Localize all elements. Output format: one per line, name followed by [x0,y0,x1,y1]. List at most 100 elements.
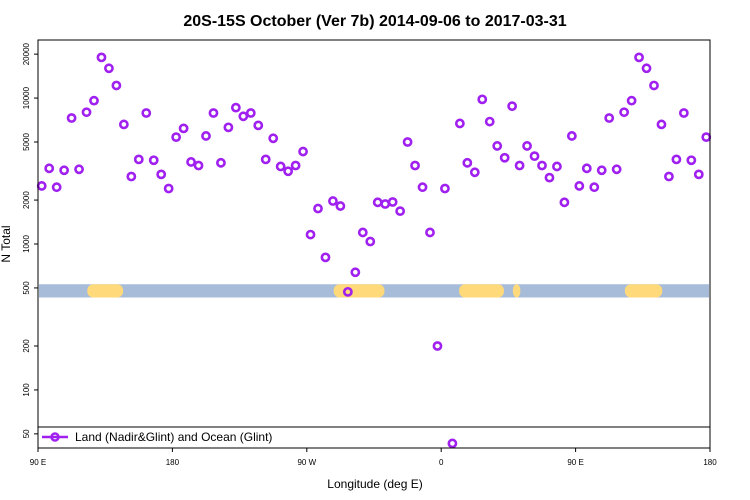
data-point [111,80,122,91]
data-point [440,183,450,194]
data-points [36,52,712,449]
data-point [44,163,55,174]
data-point [36,181,47,191]
data-point [678,108,689,118]
data-point [432,341,443,351]
data-point [216,157,226,168]
data-point [462,157,473,168]
data-point [328,196,338,206]
data-point [51,182,62,193]
data-point [268,133,279,144]
data-point [566,131,577,141]
data-point [693,169,704,180]
data-point [537,160,547,171]
data-point [357,227,368,238]
x-tick-label: 0 [439,458,444,467]
data-point [544,172,555,183]
data-point [59,165,70,176]
data-point [313,203,323,214]
y-tick-label: 5000 [22,133,31,151]
data-point [133,154,144,165]
data-point [477,94,488,105]
data-point [664,171,674,182]
data-point [619,107,630,118]
land-band-segment [333,284,385,298]
y-tick-label: 10000 [22,86,31,109]
data-point [89,95,99,106]
data-point [298,146,308,157]
data-point [201,131,211,141]
x-tick-label: 90 E [567,458,583,467]
data-point [223,122,234,133]
y-tick-label: 1000 [22,235,31,253]
data-point [96,52,107,63]
land-band-segment [459,284,504,298]
data-point [484,116,495,127]
legend: Land (Nadir&Glint) and Ocean (Glint) [38,426,710,444]
data-point [559,197,570,208]
x-axis-label: Longitude (deg E) [327,477,422,491]
land-band-segment [87,284,124,298]
data-point [492,141,503,151]
data-point [193,160,204,171]
data-point [499,152,510,163]
data-point [253,120,264,131]
data-point [395,206,406,217]
surface-band [39,284,709,298]
legend-marker-icon [50,432,60,442]
legend-label: Land (Nadir&Glint) and Ocean (Glint) [75,430,272,444]
data-point [641,63,652,74]
data-point [208,108,219,118]
data-point [514,160,525,171]
data-point [186,157,196,167]
x-tick-label: 180 [166,458,180,467]
data-point [581,163,592,174]
data-point [552,161,562,172]
data-point [275,161,286,172]
data-point [634,52,644,63]
data-point [171,132,182,143]
data-point [387,197,398,207]
data-point [425,227,435,238]
data-point [66,113,77,123]
x-tick-label: 90 W [297,458,316,467]
data-point [507,101,518,112]
data-point [454,118,465,129]
data-point [104,63,114,74]
data-point [656,119,667,130]
data-point [589,182,600,193]
x-tick-label: 90 E [30,458,46,467]
data-point [320,252,331,263]
data-point [74,164,84,175]
data-point [671,154,682,165]
data-point [402,137,413,147]
data-point [350,267,361,278]
data-point [148,155,159,166]
data-point [178,123,189,134]
data-point [686,155,697,166]
data-point [290,160,301,171]
data-point [230,102,241,113]
x-tick-label: 180 [703,458,717,467]
land-band-segment [624,284,663,298]
data-point [604,113,615,123]
data-point [305,229,316,240]
data-point [410,160,420,171]
data-point [126,171,137,182]
y-tick-label: 20000 [22,42,31,65]
data-point [417,182,428,193]
data-point [163,183,174,194]
data-point [365,236,376,247]
land-band-segment [512,284,521,298]
y-axis-label: N Total [0,225,13,262]
data-point [238,111,249,122]
chart-title: 20S-15S October (Ver 7b) 2014-09-06 to 2… [183,13,566,30]
plot-area [36,39,712,449]
x-axis: 90 E 180 90 W 0 90 E 180 [30,448,717,467]
data-point [118,119,129,130]
y-tick-label: 500 [22,281,31,295]
data-point [335,201,346,211]
y-tick-label: 2000 [22,191,31,209]
data-point [342,286,353,297]
data-point [372,197,383,208]
